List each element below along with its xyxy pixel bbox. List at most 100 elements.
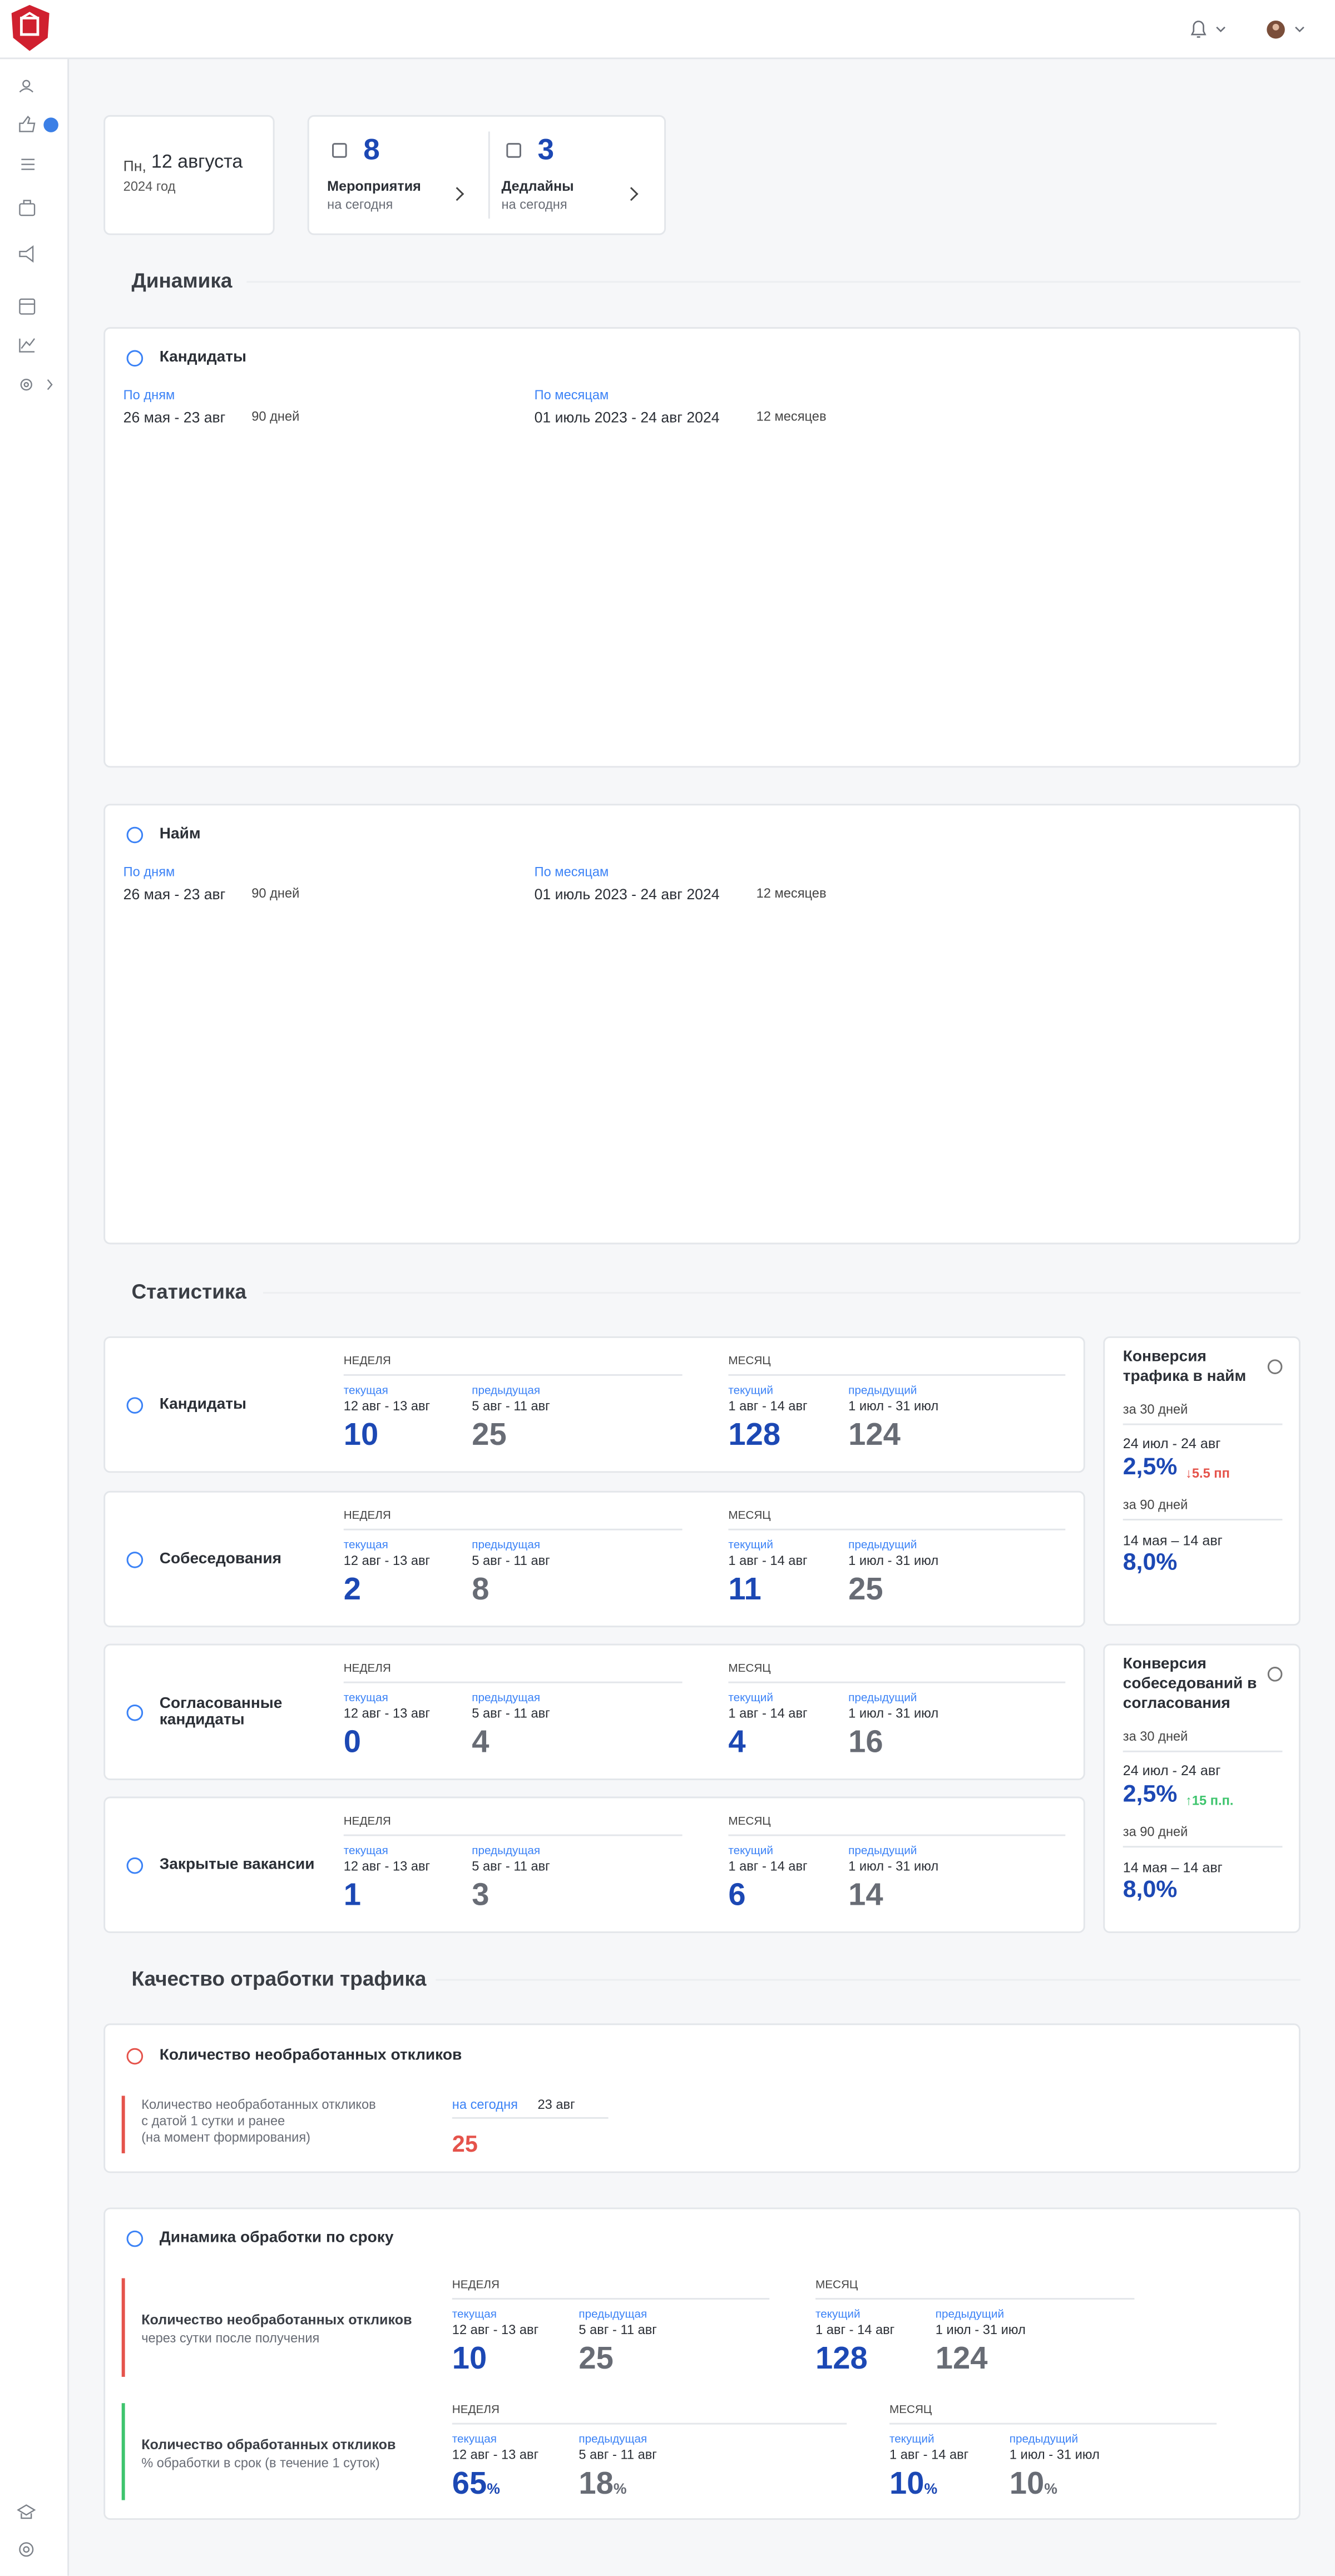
metric-range: 12 авг - 13 авг: [343, 1399, 431, 1414]
divider: [728, 1681, 1066, 1683]
metric-value: 10: [343, 1418, 379, 1453]
panel-title: Кандидаты: [159, 349, 247, 367]
metric-value: 4: [728, 1725, 746, 1760]
divider: [1123, 1519, 1283, 1520]
divider: [488, 131, 490, 219]
metric-label: предыдущая: [472, 1385, 541, 1397]
metric-range: 1 авг - 14 авг: [728, 1553, 808, 1569]
metric-label: предыдущий: [848, 1539, 917, 1552]
stat-name: Закрытые вакансии: [159, 1855, 315, 1874]
row-name: Количество необработанных откликов: [141, 2311, 412, 2327]
section-title: Динамика: [131, 269, 233, 292]
metric-value: 4: [472, 1725, 490, 1760]
today-title: Мероприятия: [327, 177, 421, 194]
card-title: Количество необработанных откликов: [159, 2047, 462, 2065]
metric-value: 10%: [889, 2466, 938, 2501]
divider: [728, 1834, 1066, 1836]
sidebar-icons[interactable]: [17, 80, 53, 2557]
metric-value: 16: [848, 1725, 883, 1760]
metric-range: 1 июл - 31 июл: [848, 1706, 939, 1722]
metric-range: 12 авг - 13 авг: [343, 1706, 431, 1722]
period-label: МЕСЯЦ: [889, 2404, 932, 2416]
divider: [343, 1681, 683, 1683]
period-span: 12 месяцев: [756, 409, 827, 425]
conversion-delta: ↓5.5 пп: [1185, 1467, 1230, 1482]
metric-label: текущий: [728, 1845, 773, 1857]
period-link: По месяцам: [534, 865, 609, 880]
stat-name: Согласованные кандидаты: [159, 1693, 283, 1730]
metric-value: 25: [472, 1418, 507, 1453]
conversion-period: за 90 дней: [1123, 1825, 1188, 1840]
metric-label: текущий: [728, 1692, 773, 1705]
metric-value: 3: [472, 1878, 490, 1913]
date: 12 августа: [151, 153, 243, 173]
notification-dot: [43, 117, 58, 132]
conversion-title: Конверсия собеседований в согласования: [1123, 1655, 1257, 1713]
top-bar: [0, 0, 1335, 60]
divider: [1123, 1750, 1283, 1752]
metric-range: 1 авг - 14 авг: [728, 1859, 808, 1875]
bell[interactable]: [1190, 21, 1225, 38]
metric-value: 18%: [578, 2466, 627, 2501]
stat-name: Собеседования: [159, 1549, 282, 1568]
accent-bar: [121, 2403, 125, 2500]
metric-unit: %: [1044, 2479, 1057, 2496]
icon: [126, 1397, 144, 1414]
divider: [452, 2298, 770, 2300]
panel-title: Найм: [159, 825, 201, 844]
metric-range: 5 авг - 11 авг: [472, 1553, 550, 1569]
accent-bar: [121, 2278, 125, 2377]
metric-range: 5 авг - 11 авг: [578, 2322, 657, 2338]
year: 2024 год: [123, 179, 176, 195]
period-label: МЕСЯЦ: [728, 1510, 771, 1522]
description: Количество необработанных откликов: [141, 2097, 376, 2113]
metric-range: 1 июл - 31 июл: [848, 1859, 939, 1875]
metric-value: 124: [848, 1418, 901, 1453]
period-link: По месяцам: [534, 388, 609, 403]
icon: [332, 143, 347, 158]
period-label: МЕСЯЦ: [728, 1663, 771, 1675]
metric-unit: %: [613, 2479, 627, 2496]
avatar[interactable]: [1267, 20, 1304, 39]
help-icon: [1267, 1667, 1283, 1682]
period-label: МЕСЯЦ: [728, 1816, 771, 1828]
period-link: По дням: [123, 388, 175, 403]
today-value: 8: [363, 133, 380, 167]
stat-row: [103, 1643, 1085, 1780]
metric-label: предыдущая: [472, 1692, 541, 1705]
metric-unit: %: [487, 2479, 500, 2496]
divider: [343, 1374, 683, 1376]
conversion-period: за 30 дней: [1123, 1729, 1188, 1745]
period-label: МЕСЯЦ: [728, 1355, 771, 1368]
period-label: НЕДЕЛЯ: [343, 1355, 391, 1368]
icon: [126, 826, 144, 844]
metric-range: 1 авг - 14 авг: [889, 2448, 969, 2463]
metric-range: 1 июл - 31 июл: [935, 2322, 1026, 2338]
metric-date: 23 авг: [537, 2097, 575, 2113]
metric-value: 25: [578, 2341, 614, 2376]
metric-value: 10%: [1009, 2466, 1057, 2501]
metric-value: 128: [815, 2341, 868, 2376]
metric-label: текущая: [343, 1539, 388, 1552]
metric-value: 1: [343, 1878, 362, 1913]
divider: [1123, 1423, 1283, 1425]
metric-label: текущий: [815, 2309, 861, 2321]
metric-range: 1 июл - 31 июл: [1009, 2448, 1100, 2463]
logo: [11, 4, 50, 51]
period-range: 26 мая - 23 авг: [123, 885, 226, 902]
conversion-period: за 30 дней: [1123, 1402, 1188, 1418]
metric-range: 12 авг - 13 авг: [452, 2322, 539, 2338]
metric-value: 0: [343, 1725, 362, 1760]
conversion-period: за 90 дней: [1123, 1498, 1188, 1513]
description: с датой 1 сутки и ранее: [141, 2114, 285, 2129]
period-label: МЕСЯЦ: [815, 2279, 858, 2291]
conversion-card: [1103, 1643, 1301, 1933]
divider: [246, 281, 1301, 283]
period-span: 90 дней: [251, 886, 300, 901]
conversion-value: 2,5%: [1123, 1782, 1178, 1809]
metric-label: предыдущий: [1009, 2434, 1079, 2446]
metric-value: 10: [452, 2341, 487, 2376]
